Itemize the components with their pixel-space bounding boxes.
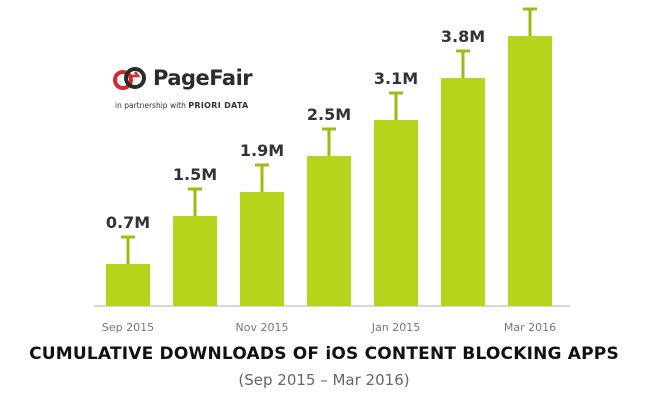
- error-bar-3: [322, 127, 336, 156]
- bar-6: [508, 36, 552, 306]
- error-bar-6: [523, 7, 537, 36]
- data-label-5: 3.8M: [441, 27, 485, 46]
- bar-1: [173, 216, 217, 306]
- bar-3: [307, 156, 351, 306]
- brand-logo: PageFair in partnership with PRIORI DATA: [111, 66, 271, 116]
- bars-group: [106, 36, 552, 306]
- data-label-1: 1.5M: [173, 165, 217, 184]
- x-tick-label-6: Mar 2016: [504, 321, 556, 334]
- data-label-4: 3.1M: [374, 69, 418, 88]
- data-label-3: 2.5M: [307, 105, 351, 124]
- pagefair-logo-icon: [113, 67, 146, 90]
- chart-subtitle: (Sep 2015 – Mar 2016): [238, 371, 410, 389]
- brand-name: PageFair: [153, 66, 253, 90]
- data-label-0: 0.7M: [106, 213, 150, 232]
- error-bar-5: [456, 49, 470, 78]
- error-bar-0: [121, 235, 135, 264]
- partner-name: PRIORI DATA: [188, 101, 249, 110]
- brand-name-part1: Page: [153, 66, 210, 90]
- error-bars-group: [121, 7, 537, 264]
- x-tick-label-0: Sep 2015: [102, 321, 154, 334]
- bar-5: [441, 78, 485, 306]
- bar-2: [240, 192, 284, 306]
- data-label-6: 4.5M: [508, 0, 552, 4]
- brand-name-part2: Fair: [209, 66, 253, 90]
- error-bar-4: [389, 91, 403, 120]
- data-label-2: 1.9M: [240, 141, 284, 160]
- data-labels-group: 0.7M 1.5M 1.9M 2.5M 3.1M 3.8M 4.5M: [106, 0, 552, 232]
- bar-0: [106, 264, 150, 306]
- brand-partner-line: in partnership with PRIORI DATA: [115, 101, 249, 110]
- error-bar-1: [188, 187, 202, 216]
- partner-prefix: in partnership with: [115, 101, 186, 110]
- error-bar-2: [255, 163, 269, 192]
- x-tick-labels-group: Sep 2015 Nov 2015 Jan 2015 Mar 2016: [102, 321, 556, 334]
- x-tick-label-4: Jan 2015: [371, 321, 420, 334]
- bar-4: [374, 120, 418, 306]
- x-tick-label-2: Nov 2015: [236, 321, 289, 334]
- chart-title: CUMULATIVE DOWNLOADS OF iOS CONTENT BLOC…: [29, 344, 619, 364]
